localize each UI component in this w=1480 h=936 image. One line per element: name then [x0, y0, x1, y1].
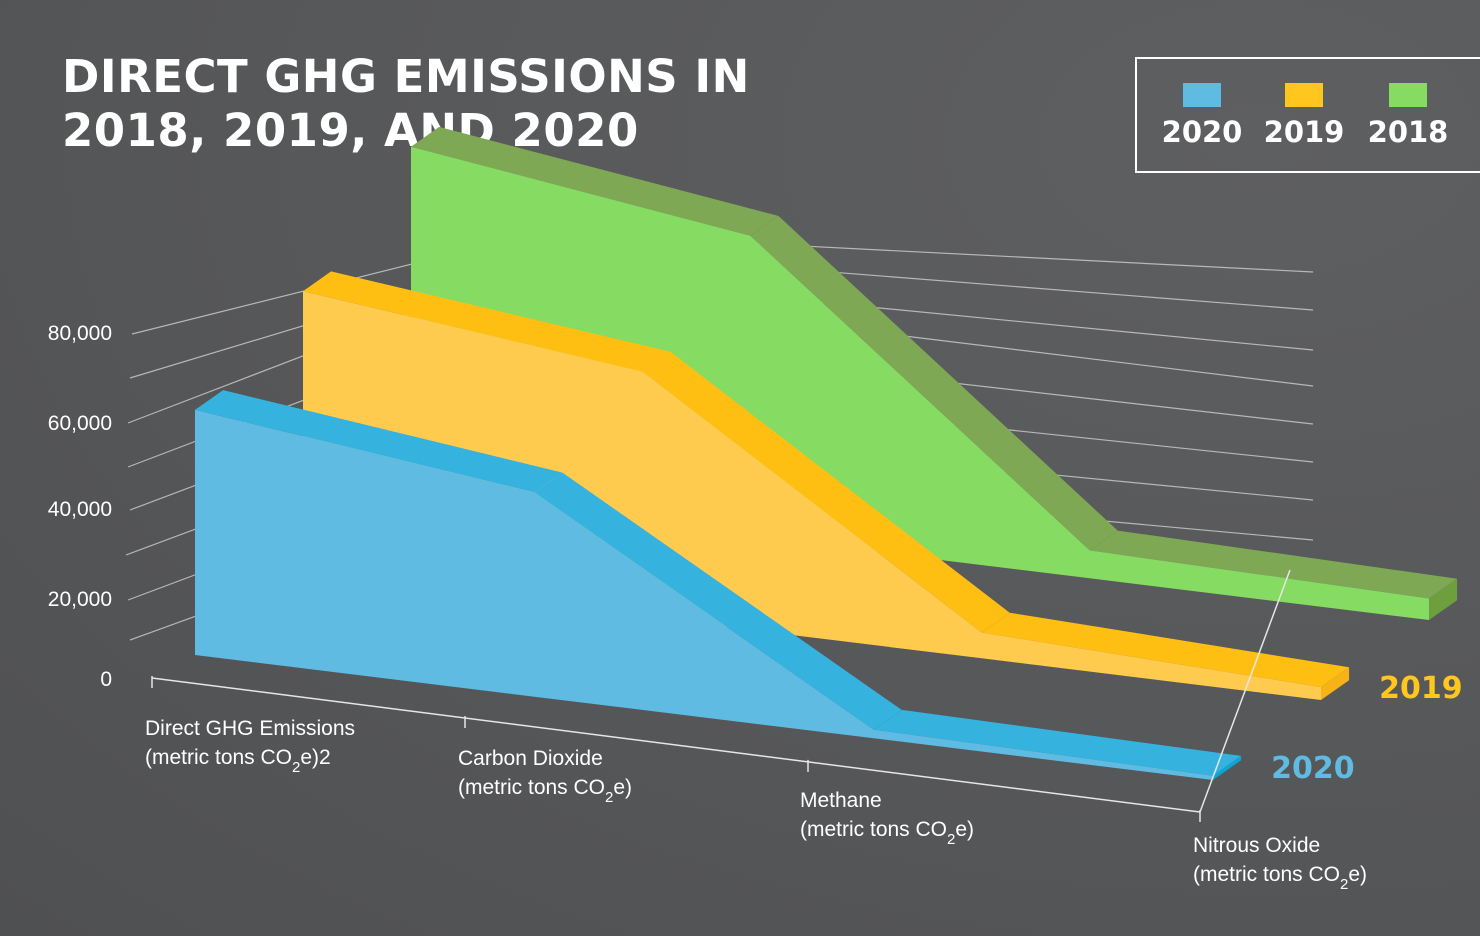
- x-tick-label-sub: 2: [292, 759, 300, 776]
- legend-item-2020: 2020: [1157, 83, 1247, 149]
- legend-label-2018: 2018: [1367, 115, 1449, 149]
- area-side-2020: [1213, 755, 1242, 780]
- legend-swatch-2020: [1183, 83, 1221, 107]
- legend-swatch-2018: [1389, 83, 1427, 107]
- area-side-2019: [1321, 667, 1350, 700]
- x-tick-label-post: e): [955, 818, 974, 841]
- x-tick-label-line1: Carbon Dioxide: [458, 747, 603, 770]
- x-tick-label-line1: Methane: [800, 789, 882, 812]
- area-top-2019-0: [303, 271, 671, 372]
- x-tick-label-line2: (metric tons CO2e): [800, 818, 974, 848]
- x-tick-label-post: e)2: [300, 746, 330, 769]
- legend-label-2019: 2019: [1263, 115, 1345, 149]
- y-tick-label: 20,000: [48, 588, 112, 611]
- area-top-2018-1: [750, 215, 1118, 551]
- area-top-2020-1: [534, 472, 902, 730]
- y-tick-label: 0: [100, 668, 112, 691]
- x-tick-label-post: e): [1348, 863, 1367, 886]
- area-2020: [195, 409, 1213, 780]
- legend-swatch-2019: [1285, 83, 1323, 107]
- x-tick-label-sub: 2: [605, 789, 613, 806]
- depth-axis-line: [1199, 569, 1291, 813]
- x-tick-label: Direct GHG Emissions (metric tons CO2e)2: [145, 717, 355, 776]
- x-tick-label-post: e): [613, 776, 632, 799]
- chart-title-line-2: 2018, 2019, AND 2020: [62, 104, 639, 157]
- y-tick-label: 60,000: [48, 412, 112, 435]
- series-label-2020: 2020: [1271, 751, 1355, 786]
- legend-label-2020: 2020: [1161, 115, 1243, 149]
- x-tick-label-pre: (metric tons CO: [458, 776, 605, 799]
- legend: 2020 2019 2018: [1135, 57, 1480, 173]
- series-label-2019: 2019: [1379, 671, 1463, 706]
- legend-item-2019: 2019: [1259, 83, 1349, 149]
- area-top-2020-0: [195, 390, 563, 493]
- area-side-2018: [1429, 578, 1458, 620]
- area-top-2019-2: [981, 612, 1350, 688]
- legend-item-2018: 2018: [1363, 83, 1453, 149]
- x-tick-label-pre: (metric tons CO: [1193, 863, 1340, 886]
- x-tick-label-pre: (metric tons CO: [800, 818, 947, 841]
- y-tick-label: 40,000: [48, 498, 112, 521]
- x-tick-label-line2: (metric tons CO2e)2: [145, 746, 331, 776]
- x-tick-label-sub: 2: [947, 831, 955, 848]
- x-tick-label: Nitrous Oxide (metric tons CO2e): [1193, 834, 1367, 893]
- x-tick-label-line1: Direct GHG Emissions: [145, 717, 355, 740]
- y-tick-label: 80,000: [48, 322, 112, 345]
- x-tick-label-pre: (metric tons CO: [145, 746, 292, 769]
- x-tick-label: Carbon Dioxide (metric tons CO2e): [458, 747, 632, 806]
- area-top-2020-2: [873, 709, 1242, 776]
- x-tick-label-sub: 2: [1340, 876, 1348, 893]
- x-axis-line: [151, 677, 1201, 813]
- chart-title-line-1: DIRECT GHG EMISSIONS IN: [62, 50, 750, 103]
- area-top-2018-0: [411, 126, 779, 236]
- area-top-2019-1: [642, 351, 1010, 633]
- chart-title: DIRECT GHG EMISSIONS IN 2018, 2019, AND …: [62, 50, 822, 158]
- area-top-2018-2: [1089, 530, 1458, 599]
- x-tick-label-line2: (metric tons CO2e): [1193, 863, 1367, 893]
- x-tick-label-line1: Nitrous Oxide: [1193, 834, 1320, 857]
- x-tick-label-line2: (metric tons CO2e): [458, 776, 632, 806]
- x-tick-label: Methane (metric tons CO2e): [800, 789, 974, 848]
